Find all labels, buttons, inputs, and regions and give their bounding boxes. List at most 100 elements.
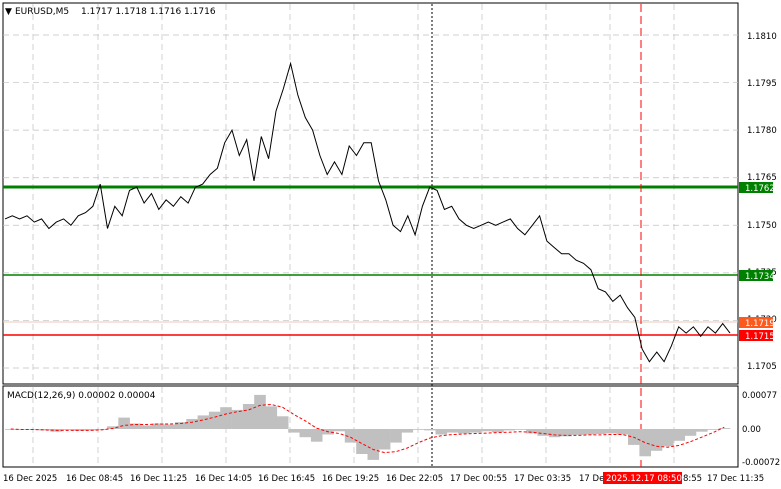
green-high-label: 1.1762 xyxy=(745,184,775,194)
macd-bar xyxy=(424,429,436,431)
macd-bar xyxy=(61,429,74,430)
time-axis[interactable]: 16 Dec 2025 16 Dec 08:45 16 Dec 11:25 16… xyxy=(3,474,764,484)
price-tick: 1.1750 xyxy=(747,221,777,231)
macd-bar xyxy=(73,429,85,431)
time-label: 16 Dec 16:45 xyxy=(258,474,315,484)
macd-bar xyxy=(276,416,289,429)
macd-bar xyxy=(333,429,346,432)
macd-bar xyxy=(492,429,504,433)
macd-axis-top: 0.00077 xyxy=(742,391,777,401)
time-label: 16 Dec 14:05 xyxy=(195,474,252,484)
macd-bar xyxy=(560,429,572,437)
macd-bar xyxy=(718,428,731,429)
symbol-header: EURUSD,M5 xyxy=(15,7,69,17)
green-low-label: 1.1734 xyxy=(745,272,775,282)
macd-bar xyxy=(129,423,142,429)
macd-bar xyxy=(242,404,255,429)
price-line xyxy=(4,61,731,363)
price-tick: 1.1765 xyxy=(747,173,777,183)
menu-arrow-icon[interactable]: ▼ xyxy=(5,7,12,17)
macd-histogram xyxy=(5,394,731,460)
price-pane-frame xyxy=(2,2,739,385)
macd-axis-zero: 0.00 xyxy=(742,425,761,435)
macd-bar xyxy=(356,429,368,454)
macd-bar xyxy=(140,425,153,429)
macd-bar xyxy=(662,429,674,447)
time-label: 17 Dec 03:35 xyxy=(514,474,571,484)
current-price-badge xyxy=(739,317,773,328)
macd-bar xyxy=(152,423,164,429)
price-tick: 1.1810 xyxy=(747,32,777,42)
macd-bar xyxy=(480,429,493,432)
grid-lines xyxy=(3,4,738,466)
macd-bar xyxy=(390,429,402,443)
time-label: 16 Dec 11:25 xyxy=(130,474,187,484)
current-price-label: 1.1719 xyxy=(745,319,775,329)
time-label: 17 Dec 11:35 xyxy=(707,474,764,484)
macd-bar xyxy=(197,415,210,429)
macd-bar xyxy=(707,429,719,430)
macd-axis-bottom: -0.00072 xyxy=(742,458,780,468)
macd-header: MACD(12,26,9) 0.00002 0.00004 xyxy=(7,391,156,401)
macd-bar xyxy=(310,429,323,442)
macd-bar xyxy=(514,429,527,430)
macd-bar xyxy=(231,409,244,429)
macd-bar xyxy=(696,429,708,432)
macd-bar xyxy=(548,429,561,438)
macd-bar xyxy=(186,419,198,429)
macd-bar xyxy=(458,429,470,434)
macd-bar xyxy=(446,429,459,433)
time-label: 16 Dec 08:45 xyxy=(66,474,123,484)
macd-signal-line xyxy=(10,403,725,454)
macd-bar xyxy=(378,429,391,450)
cursor-time-badge xyxy=(603,472,682,484)
macd-bar xyxy=(254,394,266,429)
macd-bar xyxy=(39,429,51,431)
macd-bar xyxy=(571,429,583,435)
red-level-label: 1.1715 xyxy=(745,332,775,342)
price-tick: 1.1705 xyxy=(747,362,777,372)
time-label: 17 Dec xyxy=(579,474,609,484)
macd-bar xyxy=(684,429,697,436)
green-high-badge xyxy=(739,182,773,193)
macd-bar xyxy=(594,429,606,434)
macd-bar xyxy=(107,426,119,429)
macd-bar xyxy=(412,429,425,430)
macd-bar xyxy=(163,424,176,429)
macd-bar xyxy=(503,429,515,431)
macd-bar xyxy=(673,429,685,441)
cursor-time-label: 2025.12.17 08:50 xyxy=(606,474,682,484)
time-label: 8:55 xyxy=(683,474,702,484)
time-label: 16 Dec 22:05 xyxy=(386,474,443,484)
macd-bar xyxy=(639,429,651,457)
macd-bar xyxy=(118,417,130,429)
red-level-badge xyxy=(739,330,773,341)
macd-bar xyxy=(220,407,232,429)
macd-bar xyxy=(208,411,221,429)
time-label: 17 Dec 00:55 xyxy=(450,474,507,484)
macd-bar xyxy=(526,429,538,434)
horizontal-levels xyxy=(3,185,738,336)
macd-bar xyxy=(344,429,357,443)
time-label: 16 Dec 19:25 xyxy=(322,474,379,484)
macd-bar xyxy=(537,429,549,436)
macd-bar xyxy=(650,429,663,451)
macd-bar xyxy=(84,429,96,431)
ohlc-values: 1.1717 1.1718 1.1716 1.1716 xyxy=(81,7,216,17)
green-low-badge xyxy=(739,270,773,281)
price-tick: 1.1795 xyxy=(747,79,777,89)
macd-bar xyxy=(616,429,629,435)
price-tick: 1.1780 xyxy=(747,126,777,136)
macd-bar xyxy=(401,429,414,433)
macd-bar xyxy=(582,429,595,435)
macd-bar xyxy=(367,429,380,460)
macd-bar xyxy=(265,406,278,429)
vertical-markers xyxy=(431,4,642,467)
macd-bar xyxy=(435,429,448,435)
time-label: 16 Dec 2025 xyxy=(3,474,57,484)
macd-bar xyxy=(174,422,187,429)
macd-bar xyxy=(469,429,482,433)
macd-bar xyxy=(288,429,300,433)
macd-bar xyxy=(605,429,617,434)
